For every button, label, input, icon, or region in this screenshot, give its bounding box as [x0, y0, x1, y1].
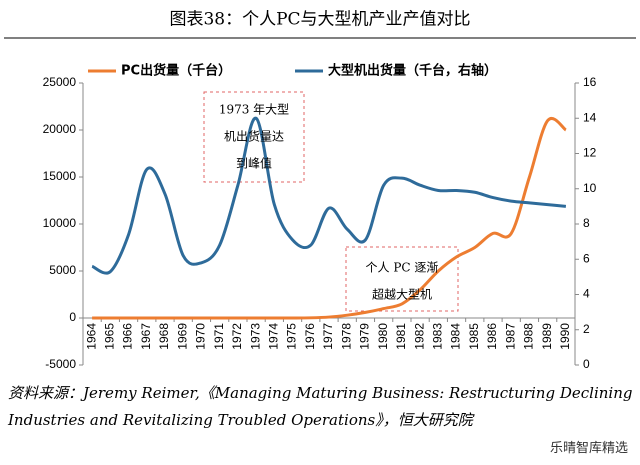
x-tick-label: 1969: [175, 323, 189, 350]
annotation-text: 1973 年大型: [219, 103, 289, 117]
y2-tick-label: 12: [583, 146, 597, 160]
y-tick-label: -5000: [45, 357, 76, 371]
series-line: [92, 117, 567, 320]
watermark: 乐晴智库精选: [549, 437, 628, 456]
x-tick-label: 1968: [157, 323, 171, 350]
x-tick-label: 1967: [139, 323, 153, 350]
annotation-text: 机出货量达: [224, 129, 284, 144]
y2-tick-label: 14: [583, 110, 597, 124]
x-tick-label: 1979: [358, 323, 372, 350]
x-tick-label: 1988: [522, 323, 536, 350]
x-tick-label: 1986: [485, 323, 499, 350]
y2-tick-label: 2: [583, 322, 590, 336]
y-tick-label: 10000: [43, 216, 77, 230]
x-tick-label: 1975: [285, 323, 299, 350]
x-tick-label: 1964: [84, 323, 98, 350]
y2-tick-label: 0: [583, 357, 590, 371]
x-tick-label: 1983: [431, 323, 445, 350]
y2-tick-label: 6: [583, 251, 590, 265]
x-tick-label: 1972: [230, 323, 244, 350]
x-tick-label: 1965: [103, 323, 117, 350]
x-tick-label: 1990: [558, 323, 572, 350]
x-tick-label: 1974: [267, 323, 281, 350]
annotation-box: [345, 246, 459, 312]
x-tick-label: 1973: [248, 323, 262, 350]
x-tick-label: 1980: [376, 323, 390, 350]
y2-tick-label: 8: [583, 216, 590, 230]
annotation-text: 到峰值: [236, 156, 272, 171]
x-tick-label: 1971: [212, 323, 226, 350]
legend-label: 大型机出货量（千台，右轴）: [328, 63, 497, 79]
y-tick-label: 0: [69, 310, 76, 324]
chart-title: 图表38：个人PC与大型机产业产值对比: [169, 10, 470, 30]
x-tick-label: 1984: [449, 323, 463, 350]
x-tick-label: 1978: [339, 323, 353, 350]
series-line: [91, 116, 567, 275]
legend-label: PC出货量（千台）: [121, 63, 231, 79]
x-tick-label: 1970: [194, 323, 208, 350]
y-tick-label: 15000: [43, 169, 77, 183]
y2-tick-label: 10: [583, 181, 597, 195]
x-tick-label: 1985: [467, 323, 481, 350]
y-tick-label: 5000: [49, 263, 76, 277]
x-tick-label: 1982: [412, 323, 426, 350]
x-tick-label: 1981: [394, 323, 408, 350]
annotation-text: 个人 PC 逐渐: [366, 261, 439, 275]
y-tick-label: 25000: [43, 75, 77, 89]
chart: 图表38：个人PC与大型机产业产值对比 -5000 0 5000 10000 15000…: [4, 10, 636, 371]
source-note: 资料来源：Jeremy Reimer,《Managing Maturing Bu…: [8, 384, 633, 429]
annotation-box: [203, 91, 305, 183]
y-tick-label: 20000: [43, 122, 77, 136]
x-tick-label: 1987: [503, 323, 517, 350]
annotation-text: 超越大型机: [372, 287, 432, 302]
x-tick-label: 1966: [121, 323, 135, 350]
y2-tick-label: 4: [583, 287, 590, 301]
x-tick-label: 1989: [540, 323, 554, 350]
x-tick-label: 1976: [303, 323, 317, 350]
y2-tick-label: 16: [583, 75, 597, 89]
x-tick-label: 1977: [321, 323, 335, 350]
